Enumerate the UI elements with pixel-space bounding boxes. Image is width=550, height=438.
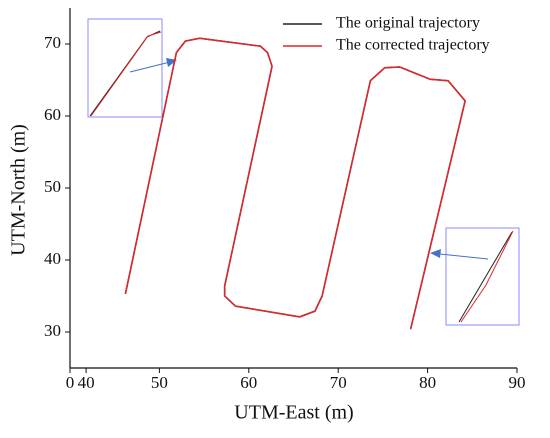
x-tick-label: 50: [151, 373, 168, 392]
x-tick-label: 0: [66, 373, 75, 392]
y-tick-label: 40: [44, 249, 61, 268]
x-tick-label: 90: [509, 373, 526, 392]
inset-bottom-right: [430, 227, 520, 326]
y-tick-label: 50: [44, 177, 61, 196]
y-tick-label: 60: [44, 105, 61, 124]
x-tick-label: 60: [240, 373, 257, 392]
inset-top-left: [87, 18, 177, 118]
x-axis-label: UTM-East (m): [234, 402, 353, 424]
x-tick-label: 40: [78, 373, 95, 392]
legend-label: The original trajectory: [336, 15, 480, 32]
trajectory-line: [124, 37, 466, 330]
y-axis-label: UTM-North (m): [8, 124, 30, 256]
trajectory-line: [124, 37, 466, 330]
x-tick-label: 80: [419, 373, 436, 392]
y-tick-label: 30: [44, 321, 61, 340]
y-tick-label: 70: [44, 33, 61, 52]
x-tick-label: 70: [330, 373, 347, 392]
legend-label: The corrected trajectory: [336, 37, 490, 54]
